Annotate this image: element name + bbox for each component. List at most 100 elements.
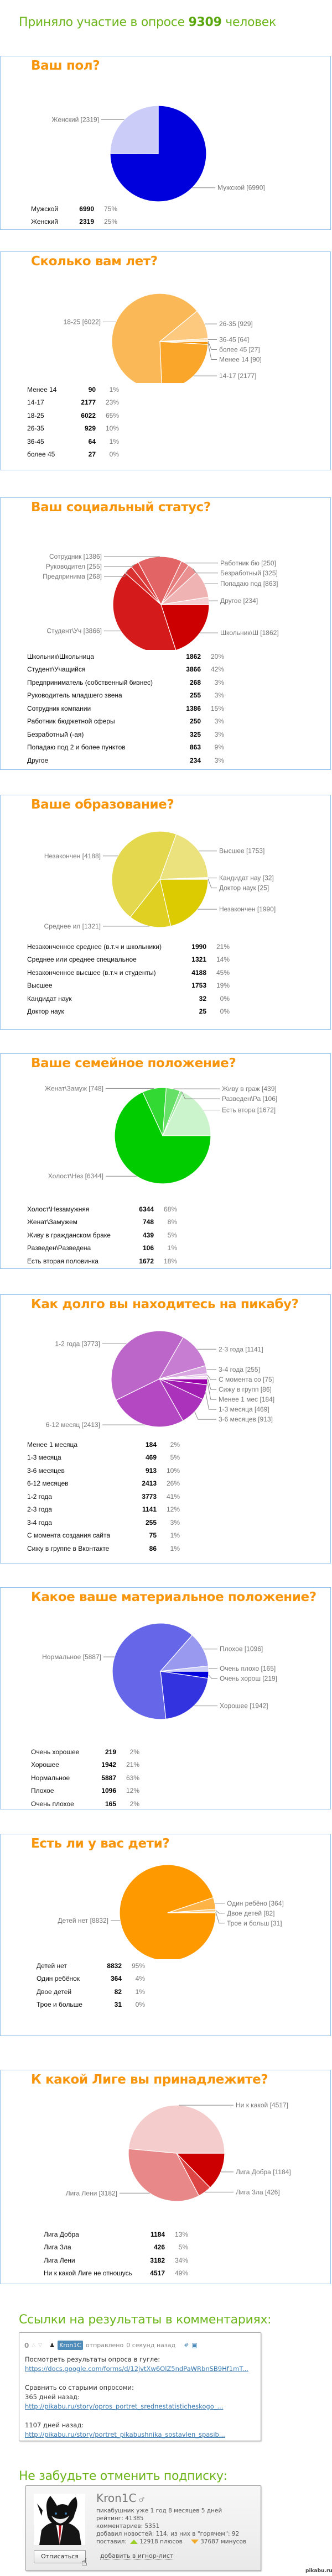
table-row: Школьник\Школьница 1862 20%: [27, 650, 224, 663]
option-percent: 42%: [210, 665, 224, 674]
pie-slice-label: Лига Зла [426]: [236, 2188, 280, 2196]
option-count: 325: [189, 730, 201, 738]
option-label: Двое детей: [37, 1987, 72, 1996]
option-percent: 12%: [126, 1787, 139, 1795]
table-row: Сотрудник компании 1386 15%: [27, 702, 224, 715]
minus-triangle-icon: [191, 2540, 199, 2544]
option-label: С момента создания сайта: [27, 1531, 111, 1540]
pie-slice-label: Сотрудник [1386]: [49, 553, 102, 560]
pie-slice: [159, 1634, 209, 1672]
option-percent: 49%: [174, 2269, 188, 2278]
votes-label: поставил:: [96, 2538, 127, 2545]
option-percent: 2%: [129, 1748, 139, 1756]
table-row: Кандидат наук 32 0%: [27, 992, 230, 1005]
option-count: 3182: [150, 2256, 165, 2264]
table-row: Детей нет 8832 95%: [37, 1959, 145, 1972]
question-panel-education: Ваше образование? Высшее [1753] Кандидат н…: [0, 795, 331, 1030]
add-to-ignore-link[interactable]: добавить в игнор-лист: [100, 2552, 174, 2560]
pie-slice-label: Женат\Замуж [748]: [45, 1084, 103, 1092]
old-poll-link-365[interactable]: http://pikabu.ru/story/opros_portret_sre…: [25, 2402, 224, 2410]
option-percent: 5%: [167, 1231, 177, 1239]
table-row: Очень плохое 165 2%: [31, 1797, 139, 1811]
option-count: 5887: [101, 1774, 116, 1782]
pie-leader-line: [215, 1912, 225, 1924]
option-percent: 65%: [105, 411, 119, 419]
option-percent: 1%: [170, 1531, 180, 1540]
profile-info: пикабушник уже 1 год 8 месяцев 5 дней ре…: [96, 2507, 246, 2546]
question-panel-age: Сколько вам лет? 26-35 [929] 36-45 [64] бол…: [0, 251, 331, 470]
option-percent: 23%: [105, 398, 119, 407]
results-table: Детей нет 8832 95% Один ребёнок 364 4% Двое де…: [37, 1959, 145, 2011]
google-forms-link[interactable]: https://docs.google.com/forms/d/12jvtXw6…: [25, 2365, 248, 2373]
pie-slice-label: Один ребёно [364]: [227, 1900, 284, 1907]
pie-slice: [162, 1092, 211, 1136]
pie-leader-line: [215, 1910, 225, 1914]
option-percent: 3%: [214, 678, 224, 686]
option-label: Руководитель младшего звена: [27, 691, 122, 700]
option-percent: 4%: [135, 1975, 145, 1983]
upvote-icon[interactable]: △: [32, 2342, 36, 2348]
option-percent: 0%: [109, 450, 119, 459]
option-count: 25: [199, 1008, 206, 1016]
table-row: Студент\Учащийся 3866 42%: [27, 663, 224, 676]
pie-slice-label: Предпринима [268]: [43, 573, 102, 580]
option-count: 64: [88, 437, 96, 445]
option-label: Высшее: [27, 982, 53, 990]
option-count: 1942: [101, 1761, 116, 1769]
option-count: 3773: [142, 1492, 157, 1501]
option-label: Мужской: [31, 204, 59, 213]
pie-leader-line: [104, 569, 128, 577]
table-row: Другое 234 3%: [27, 754, 224, 767]
table-row: Двое детей 82 1%: [37, 1985, 145, 1998]
table-row: Работник бюджетной сферы 250 3%: [27, 715, 224, 728]
table-row: С момента создания сайта 75 1%: [27, 1529, 180, 1543]
unsubscribe-button[interactable]: Отписаться: [34, 2550, 86, 2563]
option-count: 6344: [139, 1205, 154, 1213]
option-percent: 1%: [170, 1544, 180, 1552]
option-percent: 12%: [166, 1505, 180, 1514]
participants-headline: Приняло участие в опросе 9309 человек: [19, 15, 276, 29]
pie-slice-label: Доктор наук [25]: [219, 884, 269, 892]
save-icon[interactable]: ▣: [191, 2342, 198, 2349]
plus-triangle-icon: [130, 2540, 138, 2544]
downvote-icon[interactable]: ▽: [38, 2342, 43, 2348]
results-table: Менее 14 90 1% 14-17 2177 23% 18-25 6022 65% 26-3…: [27, 383, 119, 461]
option-count: 1141: [142, 1505, 157, 1514]
option-label: Лига Зла: [44, 2243, 71, 2252]
question-title: Есть ли у вас дети?: [31, 1837, 170, 1851]
option-count: 32: [199, 994, 206, 1003]
option-count: 1096: [101, 1787, 116, 1795]
option-label: Живу в гражданском браке: [27, 1231, 111, 1239]
pie-slice: [137, 556, 183, 606]
option-count: 268: [189, 678, 201, 686]
minus-count: 37687 минусов: [200, 2538, 247, 2545]
permalink-hash-icon[interactable]: #: [184, 2342, 189, 2349]
option-percent: 1%: [109, 385, 119, 394]
table-row: Мужской 6990 75%: [31, 202, 117, 216]
unsubscribe-heading: Не забудьте отменить подписку:: [19, 2469, 227, 2483]
table-row: 1-3 месяца 469 5%: [27, 1451, 180, 1465]
option-count: 90: [88, 385, 96, 394]
pie-slice-label: Лига Добра [1184]: [236, 2168, 291, 2176]
old-poll-link-1107[interactable]: http://pikabu.ru/story/portret_pikabushn…: [25, 2431, 225, 2438]
option-label: Разведен\Разведена: [27, 1244, 91, 1252]
option-count: 255: [189, 691, 201, 700]
option-percent: 1%: [109, 437, 119, 445]
question-title: Ваше образование?: [31, 798, 174, 812]
pie-chart: Один ребёно [364] Двое детей [82] Трое и б…: [58, 1864, 284, 1959]
option-percent: 13%: [174, 2230, 188, 2238]
pie-slice-label: Сижу в групп [86]: [219, 1386, 272, 1393]
option-percent: 14%: [216, 956, 230, 964]
option-count: 75: [149, 1531, 157, 1540]
option-label: 26-35: [27, 424, 44, 433]
hand-cursor-icon: ☝: [81, 2557, 87, 2568]
comment-line: Сравнить со старыми опросоми:: [25, 2384, 134, 2391]
headline-prefix: Приняло участие в опросе: [19, 15, 185, 29]
pie-slice-label: 26-35 [929]: [219, 320, 253, 328]
comment-username[interactable]: Kron1C: [58, 2341, 83, 2350]
option-percent: 1%: [167, 1244, 177, 1252]
table-row: 3-6 месяцев 913 10%: [27, 1464, 180, 1477]
pie-slice-label: 1-2 года [3773]: [55, 1340, 100, 1348]
option-percent: 41%: [166, 1492, 180, 1501]
option-count: 31: [114, 2001, 122, 2009]
